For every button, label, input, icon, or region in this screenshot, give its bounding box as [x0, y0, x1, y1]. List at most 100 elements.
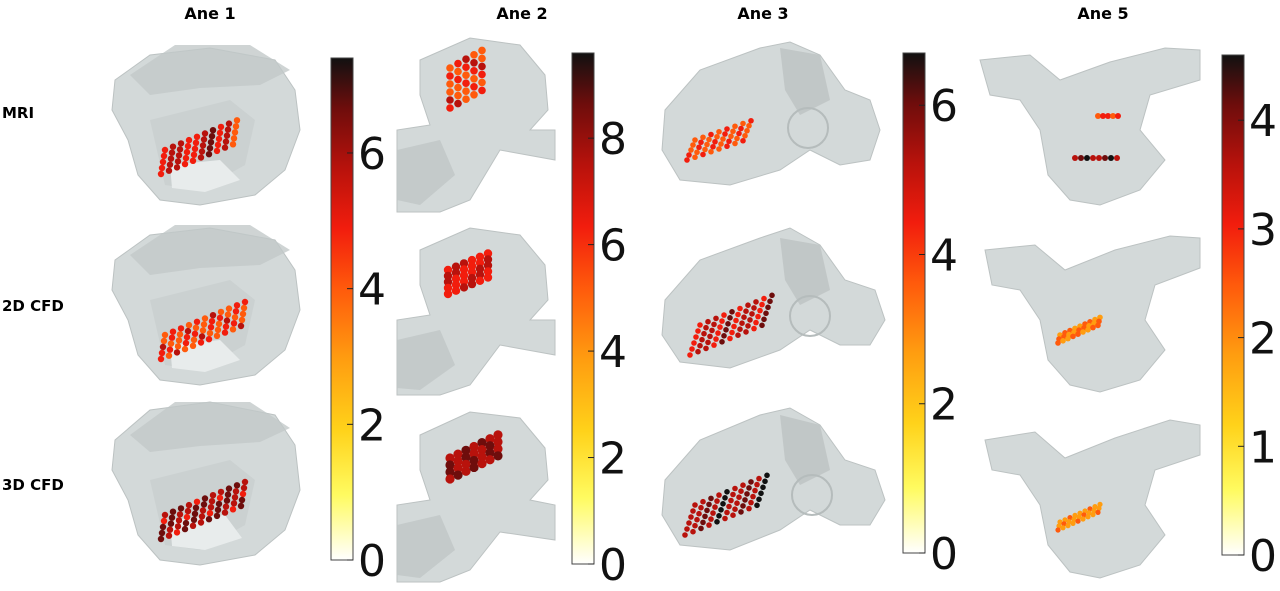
ane1-3d-point [161, 511, 169, 519]
ane3-2d-point [759, 322, 765, 329]
ane2-mri-point [470, 67, 478, 75]
ane3-3d-point [694, 516, 700, 523]
ane1-mri-point [205, 151, 213, 158]
ane1-2d-point [229, 326, 237, 333]
ane2-3d-point [469, 455, 479, 466]
ane3-2d-point [715, 330, 721, 336]
ane3-mri-point [744, 127, 750, 134]
ane1-mri-point [158, 164, 166, 172]
ane3-3d-point [736, 494, 742, 501]
ane1-mri-point [159, 158, 167, 166]
ane1-3d-point [175, 517, 183, 524]
ane2-3d-point [477, 445, 487, 455]
ane3-mri-point [692, 154, 698, 161]
ane1-mri-point [173, 164, 181, 171]
ane1-3d-point [206, 510, 214, 517]
ane1-3d-point [237, 502, 245, 510]
ane1-3d-point [205, 516, 213, 523]
ane1-3d-point [216, 494, 224, 502]
ane2-3d-point [461, 445, 471, 455]
ane2-mri-point [446, 64, 454, 72]
ane3-3d-point [696, 510, 702, 517]
colorbar-tick-label: 0 [930, 529, 958, 580]
ane3-mri-point [688, 147, 694, 153]
ane3-3d-point [700, 498, 706, 505]
ane1-mri-point [157, 170, 165, 178]
ane2-3d-point [477, 438, 487, 448]
ane3-mri-point [684, 157, 690, 163]
ane3-3d-point [702, 513, 708, 520]
ane1-2d-point [175, 337, 183, 344]
ane3-mri-point [692, 137, 698, 143]
ane3-mri-point [686, 152, 692, 158]
ane3-3d-point [728, 497, 734, 504]
ane3-mri-point [724, 143, 730, 150]
ane1-2d-point [182, 339, 190, 347]
ane5-3d-point [1071, 516, 1077, 523]
ane1-mri-point [209, 127, 217, 134]
ane1-2d-point [161, 331, 169, 339]
ane3-3d-point [716, 513, 722, 519]
ane3-3d-point [726, 503, 732, 510]
ane3-mri-point [738, 125, 744, 132]
ane3-2d-point [741, 314, 747, 321]
ane1-3d-point [197, 519, 205, 526]
ane5-3d-point [1062, 517, 1068, 523]
ane5-3d-vessel [984, 419, 1201, 579]
ane1-2d-point [230, 320, 238, 327]
ane5-mri-point [1072, 155, 1078, 161]
measurement-points [157, 46, 1121, 543]
ane2-3d-vessel [396, 411, 556, 583]
ane1-3d-point [217, 488, 225, 496]
ane2-2d-point [467, 279, 477, 289]
ane5-mri-point [1105, 113, 1111, 119]
ane3-mri-point [740, 120, 746, 127]
ane1-mri-point [206, 145, 214, 152]
colorbar-tick-label: 4 [1249, 96, 1277, 147]
ane1-3d-point [169, 508, 177, 515]
ane3-mri-point [716, 128, 722, 135]
ane1-mri-point [224, 126, 232, 133]
ane1-2d-point [231, 314, 239, 321]
ane3-2d-point [721, 333, 727, 339]
ane3-mri-point [710, 143, 716, 150]
ane3-2d-point [721, 312, 727, 318]
ane1-2d-point [225, 305, 233, 312]
ane1-mri-point [213, 147, 221, 155]
ane1-3d-point [181, 525, 189, 533]
ane1-3d-point [209, 492, 217, 499]
colorbar-ane2-ticks: 0 2 4 6 8 [588, 114, 627, 591]
ane3-2d-point [697, 322, 703, 328]
ane5-3d-point [1091, 508, 1097, 514]
ane2-2d-point [443, 283, 453, 293]
ane1-3d-point [231, 494, 239, 501]
ane2-mri-point [478, 54, 486, 63]
ane1-2d-point [158, 349, 166, 357]
ane3-3d-point [704, 507, 710, 514]
ane3-3d-point [718, 507, 724, 513]
ane5-3d-point [1092, 504, 1098, 510]
colorbar-tick-label: 6 [599, 221, 627, 272]
ane5-3d-point [1095, 509, 1101, 515]
ane1-2d-point [173, 349, 181, 356]
ane1-mri-point [183, 148, 191, 156]
ane2-2d-point [475, 252, 485, 261]
ane1-3d-point [232, 488, 240, 495]
ane2-mri-point [470, 59, 478, 67]
ane5-mri-point [1114, 155, 1120, 161]
ane3-3d-point [724, 509, 730, 516]
ane1-mri-point [230, 135, 238, 142]
ane1-mri-point [165, 167, 173, 174]
ane2-3d-point [477, 459, 487, 469]
ane3-mri-point [698, 139, 704, 146]
ane1-3d-point [157, 535, 165, 543]
ane3-mri-point [700, 134, 706, 141]
colorbar-ane3: 0 2 4 6 [902, 52, 958, 580]
ane3-3d-point [692, 522, 698, 529]
ane3-3d-point [698, 504, 704, 511]
ane3-2d-point [761, 316, 767, 323]
ane2-mri-point [478, 78, 486, 87]
ane2-mri-point [462, 63, 470, 71]
ane2-mri-point [446, 72, 454, 80]
ane3-3d-point [722, 495, 728, 501]
